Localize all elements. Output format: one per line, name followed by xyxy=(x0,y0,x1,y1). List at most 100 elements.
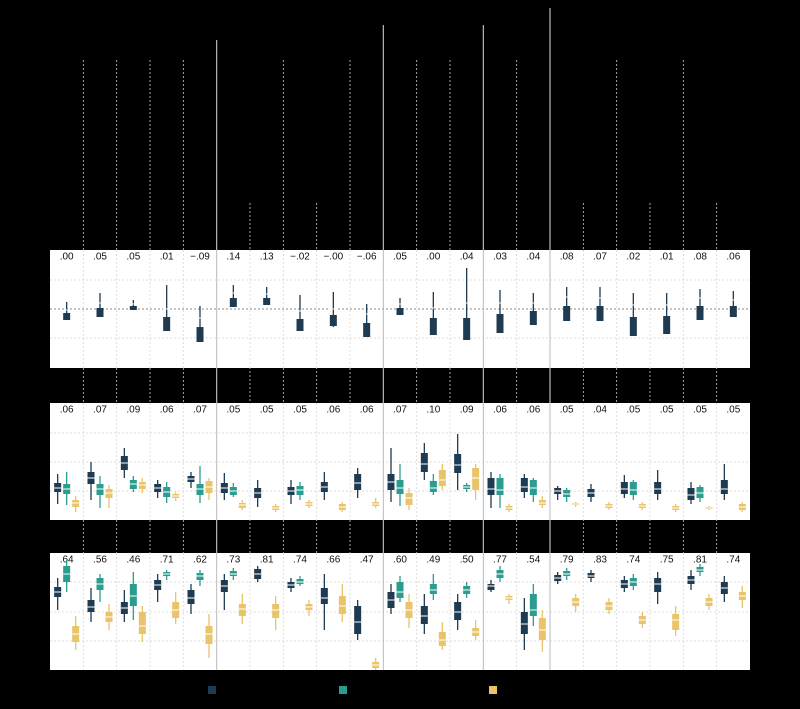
column-label: .04 xyxy=(593,405,607,416)
column-label: .06 xyxy=(493,405,507,416)
box xyxy=(629,482,637,495)
box xyxy=(238,604,246,616)
column-label: .09 xyxy=(126,405,140,416)
box xyxy=(672,614,680,630)
column-label: .06 xyxy=(160,405,174,416)
column-label: .13 xyxy=(260,252,274,263)
column-label: .01 xyxy=(660,252,674,263)
box xyxy=(496,314,504,333)
column-label: −.09 xyxy=(190,252,210,263)
box xyxy=(463,318,471,340)
box xyxy=(272,604,280,618)
box xyxy=(96,308,104,317)
column-label: .04 xyxy=(526,252,540,263)
column-label: .06 xyxy=(60,405,74,416)
box xyxy=(229,298,237,307)
column-label: .60 xyxy=(393,555,407,566)
column-label: .07 xyxy=(193,405,207,416)
column-label: .05 xyxy=(93,252,107,263)
box xyxy=(354,606,362,634)
box xyxy=(429,318,437,335)
column-label: .81 xyxy=(260,555,274,566)
box xyxy=(163,317,171,331)
column-label: .05 xyxy=(560,405,574,416)
box xyxy=(438,632,446,646)
box xyxy=(629,317,637,336)
box xyxy=(320,588,328,604)
box xyxy=(396,582,404,598)
column-label: .05 xyxy=(226,405,240,416)
box xyxy=(487,478,495,495)
column-label: .73 xyxy=(226,555,240,566)
column-label: .07 xyxy=(593,252,607,263)
column-label: .47 xyxy=(360,555,374,566)
column-label: .71 xyxy=(160,555,174,566)
box xyxy=(472,468,480,490)
box xyxy=(496,478,504,495)
box xyxy=(654,482,662,494)
column-label: .08 xyxy=(693,252,707,263)
column-label: .09 xyxy=(460,405,474,416)
box xyxy=(538,618,546,640)
column-label: .74 xyxy=(293,555,307,566)
box xyxy=(296,319,304,331)
box xyxy=(363,323,371,337)
legend-swatch xyxy=(339,686,347,694)
box xyxy=(696,306,704,320)
column-label: .06 xyxy=(726,252,740,263)
column-label: .05 xyxy=(260,405,274,416)
box xyxy=(729,306,737,317)
column-label: .06 xyxy=(326,405,340,416)
box xyxy=(563,306,571,321)
column-label: .07 xyxy=(93,405,107,416)
column-label: −.02 xyxy=(290,252,310,263)
column-label: .07 xyxy=(393,405,407,416)
box xyxy=(620,482,628,494)
column-label: .77 xyxy=(493,555,507,566)
column-label: .05 xyxy=(293,405,307,416)
column-label: .01 xyxy=(160,252,174,263)
box xyxy=(196,327,204,342)
column-label: .06 xyxy=(360,405,374,416)
box xyxy=(429,584,437,594)
column-label: .10 xyxy=(426,405,440,416)
column-label: .05 xyxy=(393,252,407,263)
column-label: .03 xyxy=(493,252,507,263)
box xyxy=(429,481,437,492)
column-label: .08 xyxy=(560,252,574,263)
box xyxy=(529,594,537,616)
box xyxy=(138,612,146,634)
box xyxy=(596,306,604,321)
box xyxy=(329,315,337,326)
column-label: .54 xyxy=(526,555,540,566)
box xyxy=(687,488,695,500)
box xyxy=(438,470,446,486)
box xyxy=(187,590,195,604)
column-label: .49 xyxy=(426,555,440,566)
box xyxy=(205,626,213,644)
legend-swatch xyxy=(489,686,497,694)
column-label: .05 xyxy=(726,405,740,416)
column-label: −.06 xyxy=(357,252,377,263)
column-label: .62 xyxy=(193,555,207,566)
box xyxy=(654,578,662,592)
box xyxy=(396,480,404,494)
box xyxy=(87,600,95,612)
box xyxy=(338,596,346,614)
column-label: .05 xyxy=(693,405,707,416)
column-label: .05 xyxy=(660,405,674,416)
box xyxy=(129,584,137,606)
legend-swatch xyxy=(208,686,216,694)
column-label: .74 xyxy=(726,555,740,566)
box xyxy=(263,298,271,305)
column-label: −.00 xyxy=(323,252,343,263)
column-label: .79 xyxy=(560,555,574,566)
column-label: .74 xyxy=(626,555,640,566)
column-label: .81 xyxy=(693,555,707,566)
column-label: .75 xyxy=(660,555,674,566)
box xyxy=(520,478,528,492)
column-label: .00 xyxy=(426,252,440,263)
box xyxy=(663,316,671,334)
column-label: .56 xyxy=(93,555,107,566)
